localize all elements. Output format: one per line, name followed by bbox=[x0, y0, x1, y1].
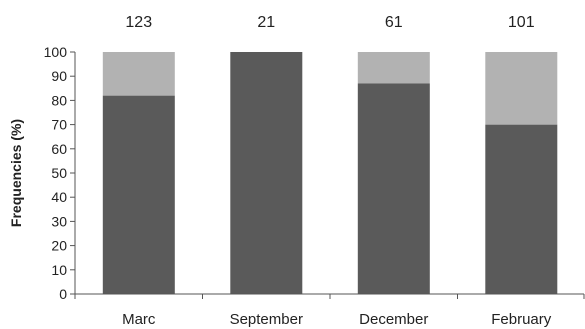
bar-february-segment-2 bbox=[485, 52, 558, 125]
bar-february-segment-1 bbox=[485, 124, 558, 294]
x-tick-label: December bbox=[359, 311, 428, 328]
x-tick-label: September bbox=[230, 311, 303, 328]
y-tick-label: 20 bbox=[51, 238, 67, 254]
y-tick-label: 100 bbox=[44, 44, 68, 60]
labels-layer: Marc 123 September 21 December 61 February 101 bbox=[122, 14, 552, 328]
y-tick-label: 60 bbox=[51, 141, 67, 157]
count-label: 123 bbox=[125, 14, 152, 31]
y-tick-label: 10 bbox=[51, 262, 67, 278]
bar-marc-segment-1 bbox=[102, 95, 175, 294]
y-tick-label: 40 bbox=[51, 189, 67, 205]
count-label: 61 bbox=[385, 14, 403, 31]
bar-marc-segment-2 bbox=[102, 52, 175, 96]
y-tick-label: 0 bbox=[59, 286, 67, 302]
y-tick-label: 50 bbox=[51, 165, 67, 181]
x-tick-label: February bbox=[491, 311, 552, 328]
bar-december-segment-2 bbox=[357, 52, 430, 84]
bar-december-segment-1 bbox=[357, 83, 430, 294]
count-label: 21 bbox=[257, 14, 275, 31]
y-tick-label: 70 bbox=[51, 117, 67, 133]
y-tick-label: 90 bbox=[51, 68, 67, 84]
bar-september-segment-1 bbox=[230, 52, 303, 294]
y-axis-title: Frequencies (%) bbox=[8, 119, 24, 227]
y-tick-label: 30 bbox=[51, 213, 67, 229]
y-tick-label: 80 bbox=[51, 92, 67, 108]
axes-layer: 0 10 20 30 40 50 60 70 80 90 100 bbox=[44, 44, 585, 302]
x-tick-label: Marc bbox=[122, 311, 156, 328]
bars-layer bbox=[102, 52, 558, 294]
count-label: 101 bbox=[508, 14, 535, 31]
